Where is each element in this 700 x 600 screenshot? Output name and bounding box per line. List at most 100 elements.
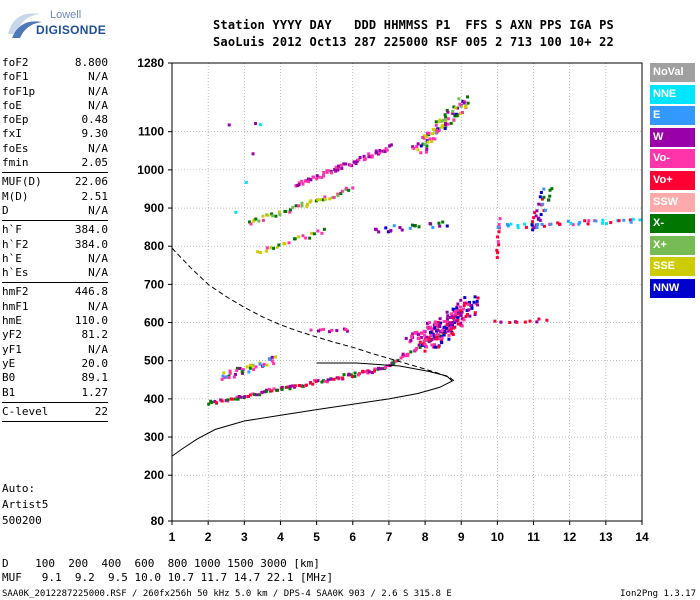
echo-point: [237, 394, 241, 398]
echo-point: [456, 302, 460, 306]
param-name: hmE: [2, 314, 22, 328]
echo-point: [569, 221, 573, 225]
parameter-panel: foF2 8.800 foF1 N/A foF1p N/A foE N/A foEp 0.48 fx…: [2, 56, 108, 424]
echo-point: [372, 369, 376, 373]
echo-point: [320, 380, 324, 384]
echo-point: [270, 359, 274, 363]
echo-point: [462, 304, 466, 308]
echo-point: [583, 219, 587, 223]
echo-point: [366, 369, 370, 373]
echo-point: [316, 379, 320, 383]
echo-point: [345, 329, 349, 333]
muf-frequency-row: MUF 9.1 9.2 9.5 10.0 10.7 11.7 14.7 22.1…: [2, 571, 334, 584]
echo-point: [287, 241, 291, 245]
y-tick-label: 400: [144, 392, 164, 406]
echo-point: [428, 321, 432, 325]
echo-point: [459, 321, 463, 325]
echo-point: [358, 156, 362, 160]
legend-item-vo: Vo+: [650, 170, 695, 190]
echo-point: [438, 118, 442, 122]
echo-point: [352, 160, 356, 164]
echo-point: [332, 195, 336, 199]
echo-point: [406, 354, 410, 358]
param-row-hmf2: hmF2 446.8: [2, 285, 108, 299]
echo-point: [454, 106, 458, 110]
echo-point: [459, 314, 463, 318]
echo-point: [434, 333, 438, 337]
echo-point: [321, 198, 325, 202]
echo-point: [421, 136, 425, 140]
echo-point: [426, 325, 430, 329]
echo-point: [586, 222, 590, 226]
echo-point: [381, 149, 385, 153]
echo-point: [416, 142, 420, 146]
echo-point: [297, 235, 301, 239]
echo-point: [440, 119, 444, 123]
echo-point: [271, 214, 275, 218]
echo-point: [605, 222, 609, 226]
echo-point: [498, 217, 502, 221]
echo-point: [235, 395, 239, 399]
echo-point: [451, 316, 455, 320]
echo-point: [475, 299, 479, 303]
param-row-hme: hmE 110.0: [2, 314, 108, 328]
echo-point: [458, 305, 462, 309]
echo-point: [335, 376, 339, 380]
footer-file-info: SAA0K_2012287225000.RSF / 260fx256h 50 k…: [2, 589, 452, 599]
echo-point: [213, 399, 217, 403]
param-value: 8.800: [74, 56, 108, 69]
echo-point: [437, 221, 441, 225]
echo-point: [417, 225, 421, 229]
echo-point: [309, 178, 313, 182]
echo-point: [428, 222, 432, 226]
echo-point: [274, 355, 278, 359]
echo-point: [329, 169, 333, 173]
echo-point: [523, 320, 527, 324]
echo-point: [451, 109, 455, 113]
echo-point: [422, 329, 426, 333]
echo-point: [436, 325, 440, 329]
echo-point: [444, 123, 448, 127]
echo-point: [350, 375, 354, 379]
echo-point: [251, 392, 255, 396]
echo-point: [446, 122, 450, 126]
echo-point: [464, 315, 468, 319]
echo-point: [272, 362, 276, 366]
echo-point: [288, 387, 292, 391]
param-value: N/A: [88, 84, 108, 98]
echo-point: [332, 377, 336, 381]
param-value: N/A: [88, 266, 108, 280]
x-tick-label: 7: [386, 530, 393, 544]
echo-point: [452, 105, 456, 109]
echo-point: [243, 395, 247, 399]
echo-point: [446, 329, 450, 333]
echo-point: [277, 210, 281, 214]
echo-point: [326, 378, 330, 382]
echo-point: [261, 214, 265, 218]
echo-point: [394, 359, 398, 363]
echo-point: [322, 327, 326, 331]
param-row-fof2: foF2 8.800: [2, 56, 108, 70]
echo-point: [430, 343, 434, 347]
param-row-fof1p: foF1p N/A: [2, 85, 108, 99]
footer-version: Ion2Png 1.3.17: [620, 589, 696, 599]
echo-point: [460, 324, 464, 328]
param-name: B1: [2, 385, 16, 399]
echo-point: [293, 384, 297, 388]
echo-point: [254, 217, 258, 221]
echo-point: [542, 195, 546, 199]
echo-point: [336, 192, 340, 196]
echo-point: [444, 115, 448, 119]
echo-point: [587, 219, 591, 223]
echo-point: [300, 201, 304, 205]
param-row-fmin: fmin 2.05: [2, 156, 108, 170]
echo-point: [294, 204, 298, 208]
param-row-b1: B1 1.27: [2, 386, 108, 400]
echo-point: [464, 301, 468, 305]
y-tick-label: 700: [144, 277, 164, 291]
echo-point: [389, 143, 393, 147]
echo-point: [348, 163, 352, 167]
x-tick-label: 12: [563, 530, 577, 544]
echo-point: [462, 101, 466, 105]
echo-point: [248, 366, 252, 370]
